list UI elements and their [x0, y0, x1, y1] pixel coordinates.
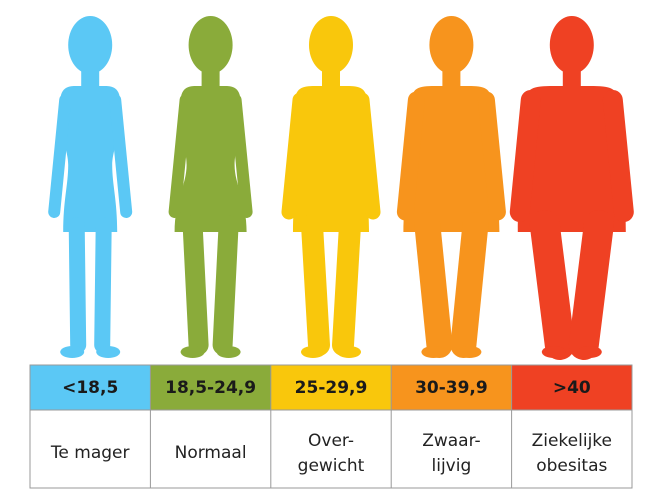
category-label: Zwaar-	[422, 431, 480, 451]
torso	[293, 86, 369, 232]
category-label: Normaal	[175, 443, 247, 463]
foot	[60, 346, 85, 358]
foot	[96, 346, 121, 358]
neck	[442, 68, 461, 90]
range-cell	[150, 365, 271, 410]
torso	[517, 86, 626, 232]
range-label: 25-29,9	[295, 378, 368, 398]
silhouette	[48, 16, 133, 358]
silhouette	[509, 16, 634, 360]
foot	[337, 346, 361, 358]
category-label: gewicht	[298, 456, 365, 476]
range-cell	[30, 365, 151, 410]
arm	[354, 92, 381, 220]
arm	[509, 90, 541, 222]
leg	[450, 212, 489, 358]
foot	[577, 346, 602, 358]
silhouette	[168, 16, 253, 358]
arm	[477, 91, 506, 221]
range-cell	[270, 365, 392, 410]
arm	[48, 94, 72, 218]
category-label: Ziekelijke	[532, 431, 612, 451]
leg	[182, 215, 209, 355]
head	[429, 16, 474, 74]
head	[309, 16, 353, 74]
torso	[403, 86, 500, 232]
arm	[602, 90, 634, 222]
silhouette	[396, 16, 506, 358]
neck	[81, 68, 100, 90]
neck	[562, 68, 581, 90]
neck	[322, 68, 340, 90]
category-label: lijvig	[432, 456, 472, 476]
foot	[457, 346, 482, 358]
neck	[201, 68, 220, 90]
head	[549, 16, 594, 74]
torso	[60, 86, 121, 232]
arm	[229, 94, 253, 218]
head	[188, 16, 233, 74]
range-cell	[511, 365, 632, 410]
range-label: 18,5-24,9	[165, 378, 256, 398]
range-label: <18,5	[62, 378, 118, 398]
range-label: >40	[553, 378, 591, 398]
table-border	[29, 364, 633, 489]
leg	[529, 210, 575, 360]
foot	[216, 346, 241, 358]
foot	[301, 346, 325, 358]
head	[68, 16, 113, 74]
category-label: Over-	[308, 431, 354, 451]
range-cell	[391, 365, 512, 410]
leg	[414, 212, 453, 358]
arm	[109, 94, 133, 218]
leg	[68, 217, 87, 353]
arm	[281, 92, 308, 220]
leg	[212, 215, 239, 355]
range-label: 30-39,9	[415, 378, 488, 398]
leg	[332, 214, 361, 356]
torso	[174, 86, 247, 232]
arm	[168, 94, 192, 218]
leg	[568, 210, 614, 360]
foot	[541, 346, 566, 358]
foot	[180, 346, 205, 358]
foot	[421, 346, 446, 358]
leg	[301, 214, 330, 356]
silhouette	[281, 16, 381, 358]
arm	[396, 91, 425, 221]
leg	[94, 217, 112, 353]
category-label: Te mager	[50, 443, 130, 463]
category-label: obesitas	[536, 456, 607, 476]
